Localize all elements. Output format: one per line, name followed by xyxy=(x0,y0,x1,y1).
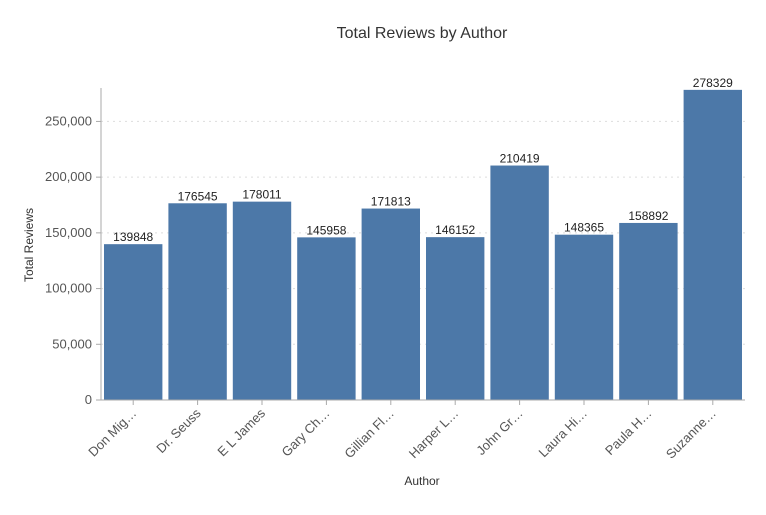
x-tick-label: Gary Ch… xyxy=(278,406,332,460)
x-tick-label: Harper L… xyxy=(406,406,462,462)
data-label: 278329 xyxy=(693,76,733,90)
bar xyxy=(426,237,485,400)
data-label: 176545 xyxy=(178,189,218,203)
bar xyxy=(297,237,356,400)
bar xyxy=(361,208,420,400)
y-axis-title: Total Reviews xyxy=(22,208,36,282)
bar xyxy=(619,222,678,400)
x-tick-label: Suzanne… xyxy=(663,406,719,462)
bar xyxy=(683,89,742,400)
bar xyxy=(490,165,549,400)
data-label: 158892 xyxy=(628,209,668,223)
data-label: 171813 xyxy=(371,195,411,209)
data-label: 146152 xyxy=(435,223,475,237)
x-tick-label: John Gr… xyxy=(473,406,526,459)
x-axis-title: Author xyxy=(404,474,439,488)
x-tick-label: Laura Hi… xyxy=(536,406,591,461)
data-label: 139848 xyxy=(113,230,153,244)
y-tick-label: 250,000 xyxy=(45,113,92,128)
x-tick-label: E L James xyxy=(214,405,268,459)
bar xyxy=(554,234,614,400)
bar xyxy=(232,201,292,400)
data-label: 210419 xyxy=(500,152,540,166)
y-tick-label: 200,000 xyxy=(45,169,92,184)
x-tick-label: Dr. Seuss xyxy=(153,405,204,456)
bar xyxy=(168,203,227,400)
y-tick-label: 100,000 xyxy=(45,281,92,296)
y-tick-label: 150,000 xyxy=(45,225,92,240)
x-tick-label: Paula H… xyxy=(602,406,655,459)
data-label: 178011 xyxy=(242,188,281,202)
data-label: 145958 xyxy=(306,223,346,237)
y-tick-label: 50,000 xyxy=(52,336,92,351)
y-tick-label: 0 xyxy=(85,392,92,407)
chart-title: Total Reviews by Author xyxy=(337,25,508,42)
x-tick-label: Don Mig… xyxy=(85,406,139,460)
x-tick-label: Gillian Fl… xyxy=(341,406,397,462)
bar xyxy=(104,244,163,400)
data-label: 148365 xyxy=(564,221,604,235)
